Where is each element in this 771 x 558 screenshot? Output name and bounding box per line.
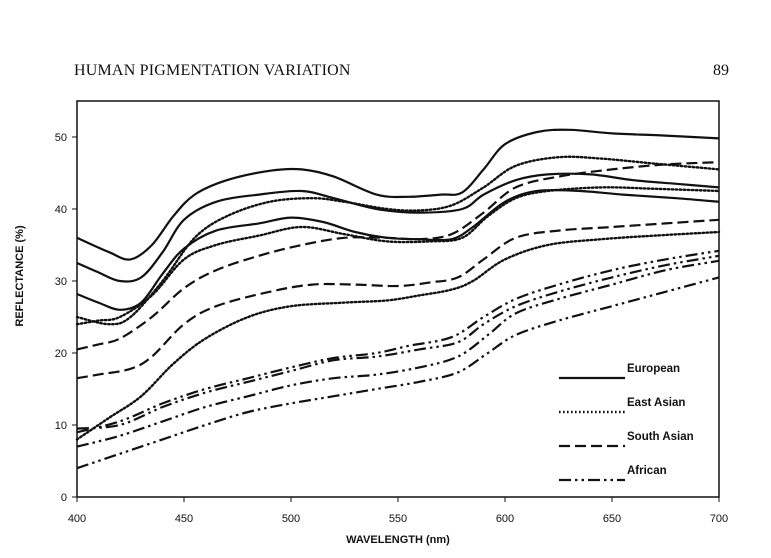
series-line-south-asian-7 <box>76 161 720 351</box>
series-line-african-11 <box>76 259 720 448</box>
running-title: HUMAN PIGMENTATION VARIATION <box>74 62 351 79</box>
series-line-african-12 <box>76 276 720 470</box>
y-tick-label: 10 <box>55 420 67 432</box>
y-tick-label: 0 <box>61 492 67 504</box>
legend: European East Asian South Asian African <box>559 363 694 482</box>
y-tick-label: 20 <box>55 348 67 360</box>
series-line-east-asian-6 <box>75 230 721 441</box>
x-tick-label: 600 <box>496 513 514 525</box>
legend-label-african: African <box>627 465 667 477</box>
page-number: 89 <box>713 62 729 79</box>
legend-label-east-asian: East Asian <box>627 397 685 409</box>
x-tick-label: 550 <box>389 513 407 525</box>
series-line-east-asian-4 <box>75 155 721 326</box>
series-line-east-asian-5 <box>75 186 721 326</box>
x-tick-label: 500 <box>282 513 300 525</box>
x-tick-label: 400 <box>68 513 86 525</box>
running-head: HUMAN PIGMENTATION VARIATION 89 <box>74 62 729 86</box>
y-tick-label: 30 <box>55 276 67 288</box>
y-tick-label: 50 <box>55 132 67 144</box>
series-line-african-10 <box>76 254 720 430</box>
series-line-european-1 <box>76 128 720 261</box>
series-line-african-9 <box>76 249 720 434</box>
x-axis-title: WAVELENGTH (nm) <box>346 534 450 546</box>
x-tick-label: 700 <box>710 513 728 525</box>
series-line-european-3 <box>76 188 720 311</box>
legend-label-south-asian: South Asian <box>627 431 694 443</box>
axis-ticks: 400 450 500 550 600 650 700 0 10 20 30 40 50 <box>55 132 728 525</box>
series-line-south-asian-8 <box>76 218 720 380</box>
series-layer <box>75 128 721 470</box>
x-tick-label: 450 <box>175 513 193 525</box>
legend-label-european: European <box>627 363 680 375</box>
y-tick-label: 40 <box>55 204 67 216</box>
x-tick-label: 650 <box>603 513 621 525</box>
y-axis-title: REFLECTANCE (%) <box>14 225 26 327</box>
